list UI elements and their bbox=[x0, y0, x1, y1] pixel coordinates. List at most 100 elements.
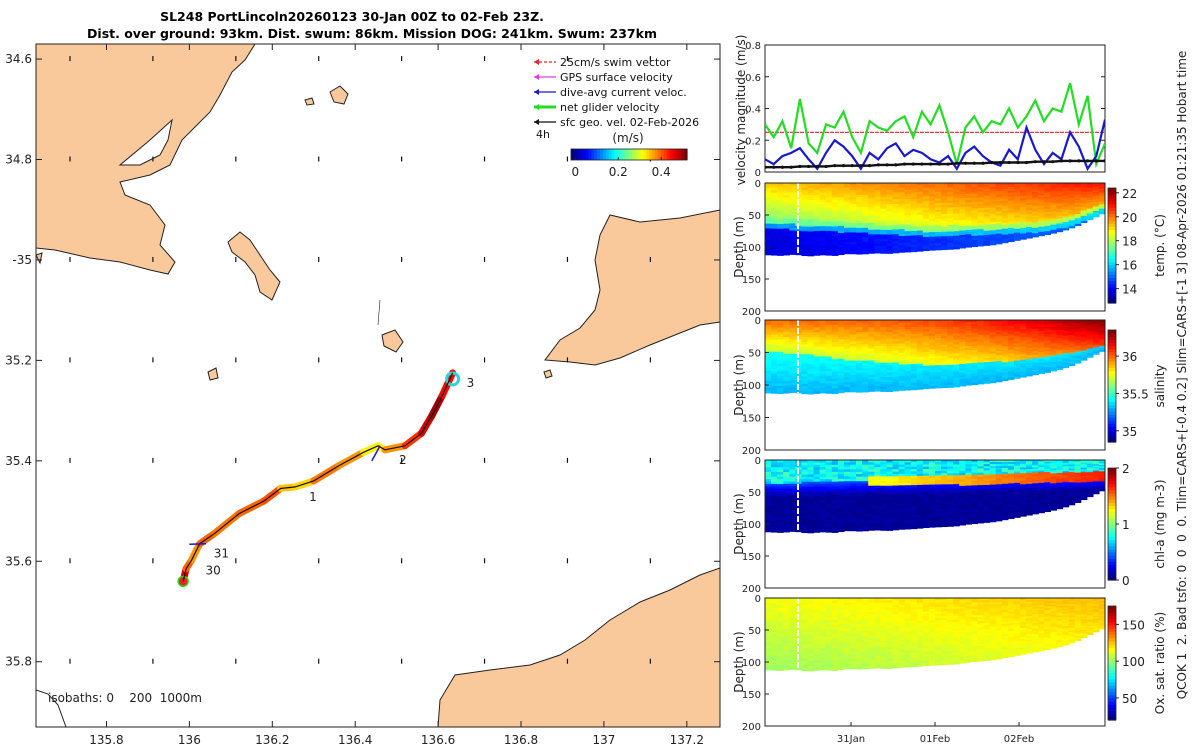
section-cell bbox=[1038, 359, 1045, 362]
section-cell bbox=[862, 464, 869, 468]
section-cell bbox=[1092, 185, 1100, 187]
section-cell bbox=[765, 500, 772, 504]
section-cell bbox=[1044, 189, 1051, 193]
section-cell bbox=[916, 230, 924, 234]
section-cell bbox=[843, 509, 851, 513]
section-cell bbox=[983, 222, 991, 226]
section-cell bbox=[777, 512, 784, 517]
section-cell bbox=[1038, 186, 1045, 189]
section-cell bbox=[989, 236, 997, 240]
section-cell bbox=[977, 476, 985, 480]
section-cell bbox=[777, 252, 784, 256]
section-cell bbox=[862, 528, 869, 532]
section-cell bbox=[947, 346, 954, 350]
section-cell bbox=[801, 221, 809, 225]
section-cell bbox=[1092, 190, 1100, 193]
section-cell bbox=[868, 241, 875, 245]
section-cell bbox=[983, 189, 991, 192]
section-cell bbox=[1044, 360, 1051, 363]
section-cell bbox=[916, 185, 924, 189]
section-cell bbox=[910, 519, 918, 523]
section-cell bbox=[922, 471, 930, 475]
section-cell bbox=[856, 360, 863, 364]
section-cell bbox=[1013, 376, 1021, 379]
section-cell bbox=[783, 358, 790, 362]
section-cell bbox=[819, 216, 827, 220]
section-cell bbox=[825, 385, 833, 389]
section-cell bbox=[765, 199, 772, 203]
section-cell bbox=[868, 386, 875, 390]
section-cell bbox=[1026, 353, 1033, 356]
section-cell bbox=[825, 512, 833, 516]
section-cell bbox=[1013, 230, 1021, 234]
section-cell bbox=[977, 356, 985, 359]
section-cell bbox=[935, 220, 942, 224]
section-cell bbox=[977, 193, 985, 197]
section-cell bbox=[928, 363, 936, 366]
section-cell bbox=[995, 470, 1003, 473]
section-cell bbox=[910, 244, 918, 248]
section-cell bbox=[1026, 364, 1033, 368]
section-y-tick-label: 0 bbox=[755, 179, 761, 190]
section-cell bbox=[765, 202, 772, 206]
section-cell bbox=[965, 208, 973, 212]
section-cell bbox=[789, 363, 796, 367]
section-cell bbox=[771, 517, 778, 521]
section-cell bbox=[1001, 509, 1009, 513]
section-cell bbox=[892, 320, 900, 323]
section-cell bbox=[1020, 346, 1027, 350]
section-cell bbox=[1013, 192, 1021, 196]
section-cell bbox=[1098, 332, 1105, 335]
section-cell bbox=[813, 351, 821, 355]
section-cell bbox=[1062, 356, 1070, 359]
section-cell bbox=[880, 474, 888, 477]
section-cell bbox=[916, 340, 924, 344]
section-cell bbox=[995, 231, 1003, 235]
section-cell bbox=[850, 504, 857, 508]
section-cell bbox=[783, 204, 790, 208]
section-cell bbox=[837, 225, 845, 229]
section-cell bbox=[941, 486, 948, 490]
section-cell bbox=[1086, 215, 1094, 218]
section-cell bbox=[819, 223, 827, 227]
section-cell bbox=[856, 500, 863, 504]
section-cell bbox=[965, 479, 973, 482]
section-cell bbox=[819, 192, 827, 196]
section-cell bbox=[916, 228, 924, 232]
section-cell bbox=[1056, 207, 1064, 210]
section-cell bbox=[1086, 348, 1094, 351]
section-cell bbox=[953, 189, 960, 193]
section-cell bbox=[953, 512, 960, 516]
section-cell bbox=[783, 385, 790, 389]
section-cell bbox=[825, 484, 833, 488]
section-cell bbox=[941, 328, 948, 332]
section-cell bbox=[892, 206, 900, 210]
section-cell bbox=[813, 472, 821, 476]
section-cell bbox=[801, 517, 809, 521]
section-cell bbox=[856, 377, 863, 381]
section-cell bbox=[928, 518, 936, 521]
section-cell bbox=[771, 339, 778, 343]
section-cell bbox=[1086, 342, 1094, 345]
section-cell bbox=[850, 476, 857, 480]
section-cell bbox=[1086, 211, 1094, 213]
section-cell bbox=[910, 240, 918, 243]
section-cell bbox=[1098, 325, 1105, 327]
section-cell bbox=[813, 508, 821, 512]
section-cell bbox=[1062, 221, 1070, 225]
section-colorbar-tick-label: 35.5 bbox=[1122, 387, 1149, 401]
section-cell bbox=[783, 507, 790, 511]
section-cell bbox=[795, 481, 803, 485]
section-cell bbox=[953, 335, 960, 339]
section-cell bbox=[1098, 339, 1105, 342]
section-cell bbox=[910, 491, 918, 495]
section-cell bbox=[777, 214, 784, 218]
section-cell bbox=[965, 374, 973, 377]
section-cell bbox=[935, 205, 942, 209]
section-cell bbox=[1074, 208, 1082, 211]
section-cell bbox=[922, 466, 930, 470]
section-cell bbox=[916, 384, 924, 388]
section-cell bbox=[892, 466, 900, 470]
section-cell bbox=[765, 361, 772, 365]
